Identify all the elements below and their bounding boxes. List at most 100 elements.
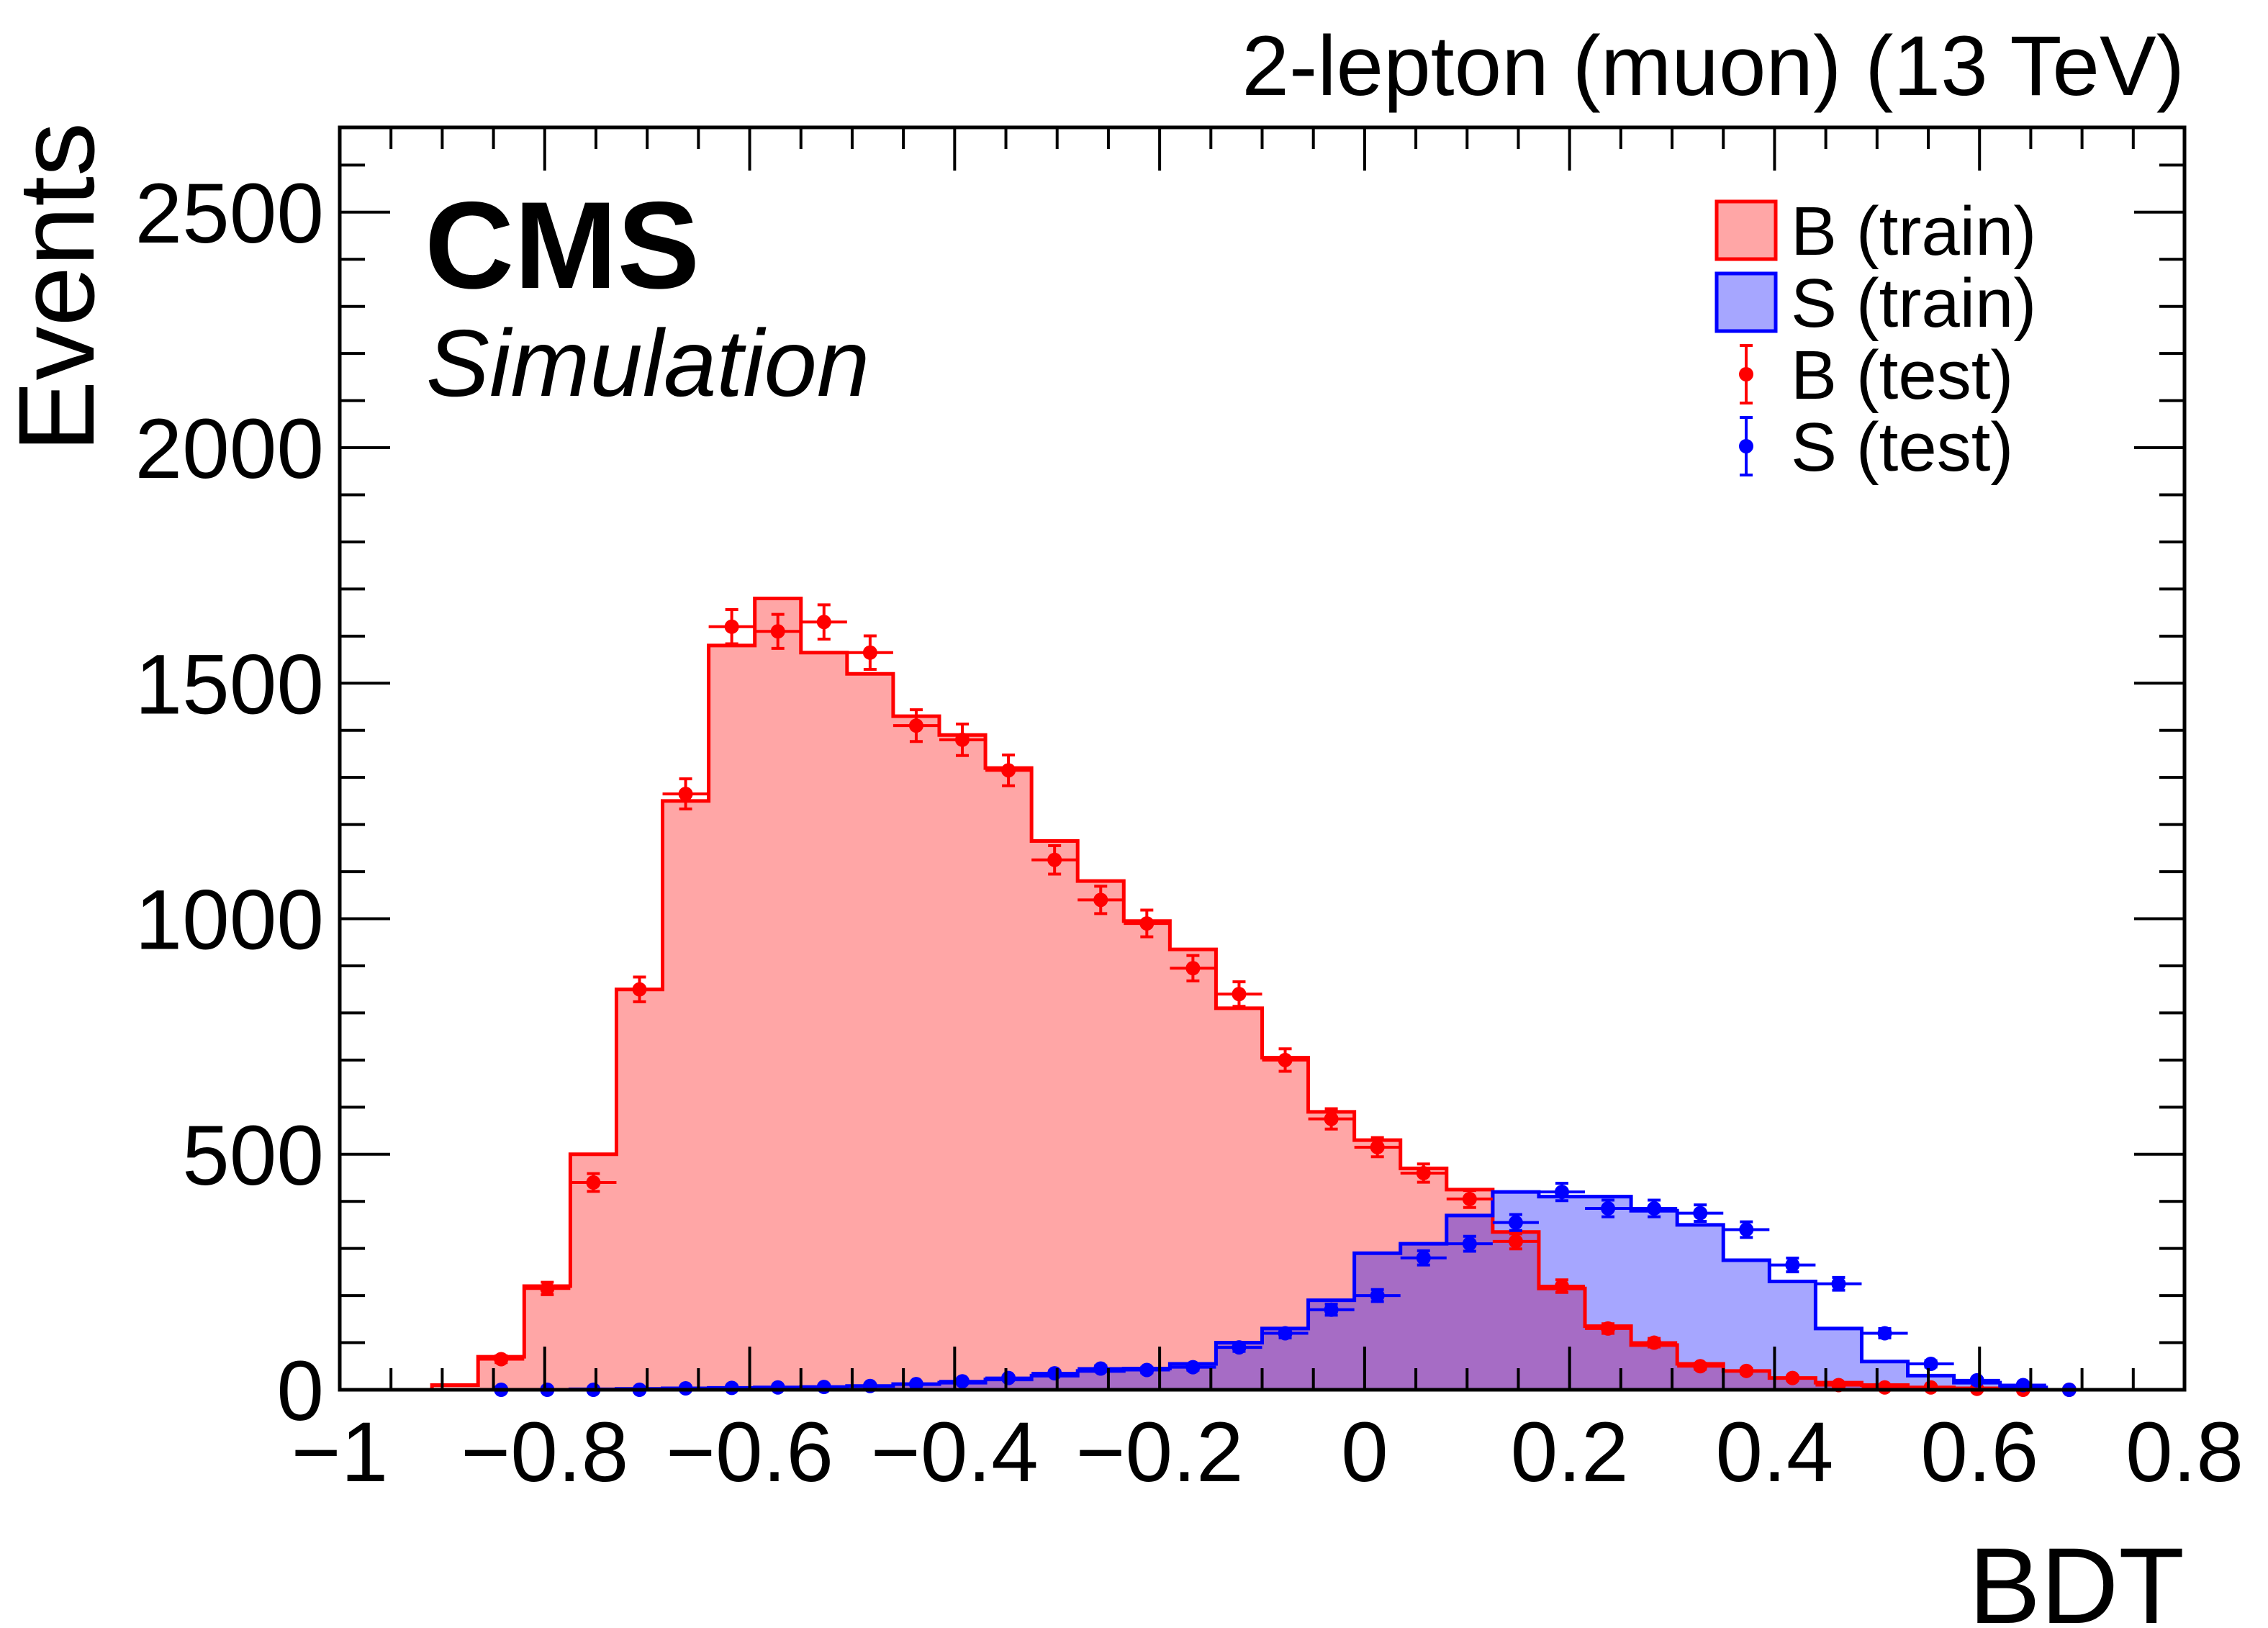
s-test-marker (955, 1374, 970, 1389)
b-test-marker (1093, 892, 1108, 908)
s-test-point (1631, 1198, 1678, 1218)
simulation-label: Simulation (426, 310, 869, 416)
s-test-point (1446, 1234, 1493, 1253)
b-test-marker (816, 615, 831, 630)
b-test-point (478, 1352, 525, 1367)
y-tick-label: 2500 (135, 166, 324, 261)
b-test-marker (1001, 763, 1016, 778)
b-test-point (1400, 1162, 1447, 1184)
s-test-marker (1739, 1222, 1754, 1237)
s-test-marker (1324, 1302, 1339, 1317)
legend-label: S (test) (1791, 409, 2013, 486)
legend-entry: B (test) (1739, 337, 2013, 414)
x-tick-label: 0.2 (1511, 1405, 1629, 1500)
s-test-point (1124, 1362, 1170, 1378)
s-test-point (1815, 1275, 1862, 1292)
b-test-marker (494, 1352, 509, 1367)
b-test-point (1216, 980, 1262, 1008)
b-test-marker (1047, 852, 1062, 867)
y-tick-labels: 0 500 1000 1500 2000 2500 (135, 166, 324, 1439)
y-tick-label: 0 (276, 1344, 324, 1439)
s-test-marker (1601, 1201, 1616, 1216)
b-test-marker (770, 624, 785, 639)
s-test-marker (1877, 1326, 1892, 1341)
b-test-point (524, 1280, 571, 1296)
s-test-marker (770, 1380, 785, 1395)
b-test-marker (1693, 1359, 1708, 1374)
s-test-marker (1278, 1326, 1293, 1341)
s-test-point (1262, 1326, 1309, 1341)
b-test-point (1262, 1047, 1309, 1073)
s-test-point (1538, 1182, 1586, 1203)
legend-label: B (test) (1791, 337, 2013, 414)
s-test-marker (1047, 1366, 1062, 1381)
b-test-point (1492, 1232, 1539, 1251)
b-test-point (1677, 1359, 1724, 1374)
b-test-marker (1739, 1363, 1754, 1378)
legend-swatch (1714, 271, 1778, 333)
b-test-marker (1508, 1234, 1523, 1249)
legend: B (train)S (train)B (test)S (test) (1714, 193, 2036, 486)
s-test-marker (1139, 1362, 1155, 1378)
s-test-marker (908, 1377, 923, 1392)
b-train-fill (340, 598, 2185, 1390)
b-test-point (985, 754, 1032, 787)
b-test-point (708, 608, 755, 646)
b-test-point (1031, 844, 1078, 876)
s-test-point (1077, 1361, 1124, 1376)
legend-marker (1739, 439, 1753, 453)
legend-label: B (train) (1791, 193, 2036, 270)
s-test-point (1216, 1340, 1262, 1355)
x-axis-title: BDT (1969, 1525, 2185, 1628)
b-test-marker (1877, 1380, 1892, 1395)
b-test-marker (955, 732, 970, 747)
b-test-point (570, 1172, 617, 1193)
b-test-marker (632, 982, 647, 997)
s-test-marker (1462, 1236, 1477, 1252)
s-test-marker (1508, 1215, 1523, 1230)
x-tick-label: −0.2 (1076, 1405, 1244, 1500)
s-test-marker (724, 1380, 739, 1396)
x-tick-label: 0.4 (1715, 1405, 1833, 1500)
x-tick-label: −0.8 (461, 1405, 628, 1500)
legend-swatch (1714, 199, 1778, 261)
b-test-marker (1139, 916, 1155, 931)
s-test-point (1907, 1357, 1954, 1372)
s-test-marker (1093, 1361, 1108, 1376)
b-test-point (893, 708, 939, 743)
b-test-point (1446, 1189, 1493, 1209)
b-test-marker (1601, 1321, 1616, 1336)
b-test-point (800, 603, 847, 641)
y-tick-label: 1500 (135, 637, 324, 732)
legend-marker (1739, 367, 1753, 381)
s-test-marker (1370, 1288, 1385, 1303)
x-tick-label: −1 (292, 1405, 389, 1500)
axis-ticks (338, 127, 2186, 1391)
legend-entry: B (train) (1714, 193, 2036, 270)
b-test-marker (908, 718, 923, 733)
s-test-point (939, 1374, 986, 1389)
b-test-marker (1923, 1380, 1938, 1395)
s-test-marker (1693, 1206, 1708, 1221)
s-test-marker (1554, 1185, 1569, 1200)
b-test-point (662, 777, 709, 811)
s-test-marker (1416, 1250, 1431, 1265)
s-test-point (1308, 1302, 1355, 1317)
b-test-point (1585, 1321, 1632, 1336)
b-test-point (1769, 1370, 1816, 1385)
s-test-point (1769, 1256, 1816, 1274)
b-test-point (939, 722, 986, 757)
b-test-point (616, 975, 663, 1003)
b-test-marker (1462, 1191, 1477, 1206)
s-test-point (1861, 1326, 1908, 1341)
b-test-point (1538, 1278, 1586, 1294)
chart-title: 2-lepton (muon) (13 TeV) (1242, 19, 2185, 114)
b-test-point (1308, 1107, 1355, 1131)
s-test-point (893, 1377, 939, 1392)
b-test-marker (1416, 1165, 1431, 1180)
b-test-point (1631, 1335, 1678, 1350)
b-test-marker (586, 1175, 601, 1190)
s-test-marker (1831, 1276, 1846, 1291)
y-tick-label: 1000 (135, 873, 324, 968)
s-test-marker (1923, 1357, 1938, 1372)
